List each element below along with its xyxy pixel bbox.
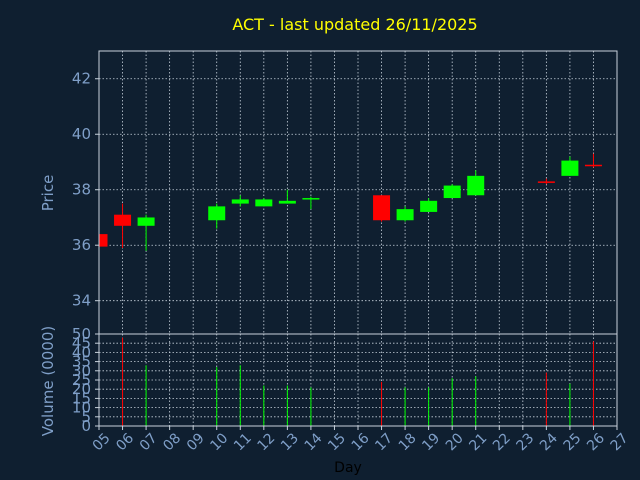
x-tick-label: 17 (372, 430, 396, 454)
x-tick-label: 18 (396, 430, 420, 454)
volume-tick-label: 10 (72, 399, 91, 417)
x-axis-label: Day (334, 460, 362, 476)
chart-title: ACT - last updated 26/11/2025 (232, 15, 477, 34)
volume-axis-label: Volume (0000) (39, 326, 57, 436)
x-axis: 05 06 07 08 09 10 11 12 13 14 15 16 17 18 19 20 21 22 23 24… (90, 426, 632, 454)
x-tick-label: 25 (561, 430, 585, 454)
x-tick-label: 23 (514, 430, 538, 454)
price-tick-label: 34 (72, 292, 91, 310)
x-tick-label: 13 (278, 430, 302, 454)
volume-tick-label: 50 (72, 325, 91, 343)
price-y-axis: 34 36 38 40 42 (72, 70, 99, 310)
price-tick-label: 40 (72, 125, 91, 143)
candle-body (137, 217, 155, 226)
x-tick-label: 27 (608, 430, 632, 454)
price-grid (99, 51, 617, 334)
candle-body (255, 199, 273, 207)
candle-body (467, 175, 485, 196)
x-tick-label: 12 (255, 430, 279, 454)
x-tick-label: 19 (419, 430, 443, 454)
candle-body (420, 200, 438, 212)
x-tick-label: 06 (113, 430, 137, 454)
candle-body (99, 234, 108, 247)
x-tick-label: 08 (160, 430, 184, 454)
x-tick-label: 11 (231, 430, 255, 454)
volume-bars (122, 337, 594, 426)
x-tick-label: 16 (349, 430, 373, 454)
x-tick-label: 14 (302, 430, 326, 454)
candle-body (396, 209, 414, 221)
x-tick-label: 09 (184, 430, 208, 454)
candle-body (302, 198, 320, 200)
candle-body (278, 200, 296, 204)
x-tick-label: 21 (466, 430, 490, 454)
candle-body (443, 185, 461, 199)
x-tick-label: 15 (325, 430, 349, 454)
x-tick-label: 22 (490, 430, 514, 454)
candle-body (231, 199, 249, 204)
price-candles (98, 153, 602, 251)
volume-tick-label: 0 (81, 417, 91, 435)
volume-tick-label: 35 (72, 353, 91, 371)
x-tick-label: 10 (207, 430, 231, 454)
price-tick-label: 38 (72, 181, 91, 199)
volume-tick-label: 25 (72, 371, 91, 389)
volume-tick-label: 5 (81, 408, 91, 426)
candle-body (537, 181, 555, 183)
volume-grid (99, 334, 617, 426)
volume-tick-label: 20 (72, 380, 91, 398)
volume-tick-label: 15 (72, 389, 91, 407)
x-tick-label: 07 (137, 430, 161, 454)
price-tick-label: 42 (72, 70, 91, 88)
x-tick-label: 26 (584, 430, 608, 454)
volume-tick-label: 45 (72, 334, 91, 352)
x-tick-label: 05 (90, 430, 114, 454)
price-axis-label: Price (39, 175, 57, 212)
volume-tick-label: 40 (72, 343, 91, 361)
price-tick-label: 36 (72, 236, 91, 254)
x-tick-label: 24 (537, 430, 561, 454)
volume-tick-label: 30 (72, 362, 91, 380)
candle-body (114, 214, 132, 226)
candle-body (208, 206, 226, 221)
candle-body (373, 195, 391, 221)
candle-body (584, 164, 602, 167)
x-tick-label: 20 (443, 430, 467, 454)
candle-body (561, 160, 579, 176)
